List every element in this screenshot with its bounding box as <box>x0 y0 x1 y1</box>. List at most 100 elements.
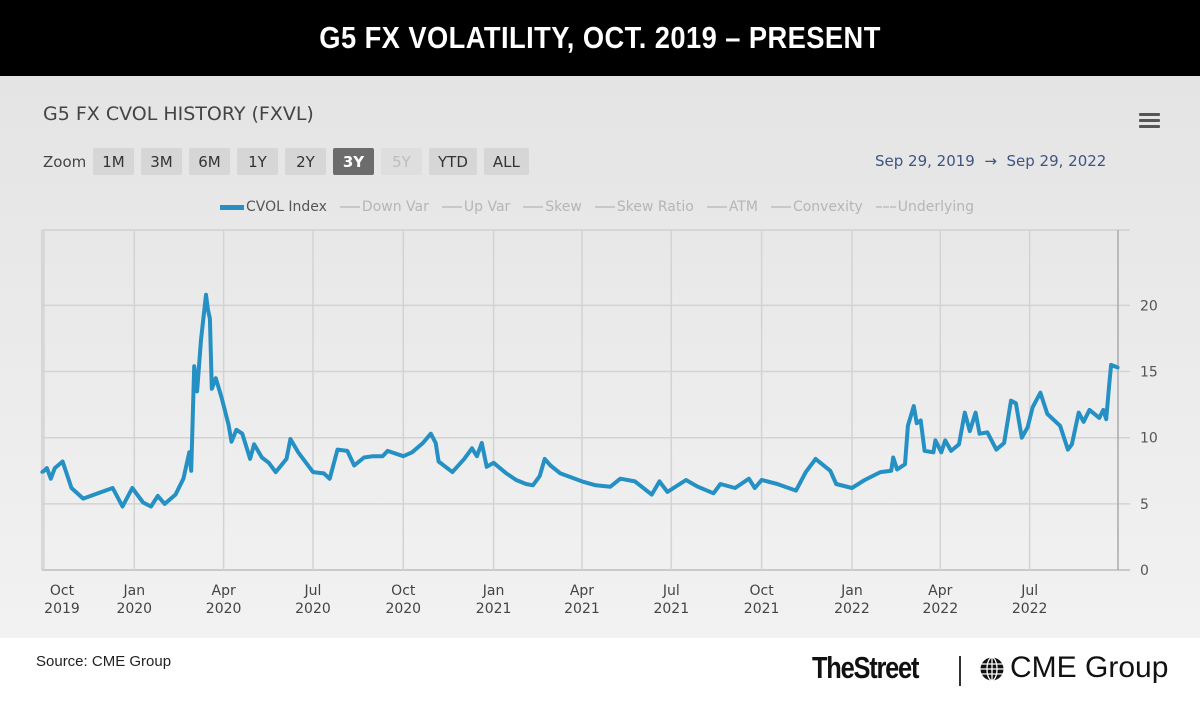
data-point <box>775 482 779 486</box>
data-point <box>328 477 332 481</box>
data-point <box>229 440 234 444</box>
data-point <box>163 502 167 506</box>
data-point <box>240 432 244 436</box>
x-tick-label-year: 2021 <box>476 601 512 617</box>
logo-divider <box>959 656 961 686</box>
data-point <box>267 461 271 465</box>
data-point <box>850 486 854 490</box>
data-point <box>696 485 700 489</box>
data-point <box>208 317 212 321</box>
range-to[interactable]: Sep 29, 2022 <box>1006 152 1107 170</box>
data-point <box>220 396 224 400</box>
zoom-button-1y[interactable]: 1Y <box>237 148 278 175</box>
data-point <box>111 486 115 490</box>
legend-item-skew[interactable]: Skew <box>523 199 582 215</box>
x-tick-label-month: Jul <box>662 583 680 599</box>
data-point <box>141 500 145 505</box>
data-point <box>462 457 466 461</box>
range-arrow-icon: → <box>984 152 997 170</box>
data-point <box>895 467 899 472</box>
zoom-button-2y[interactable]: 2Y <box>285 148 326 175</box>
data-point <box>181 477 185 481</box>
legend-swatch <box>706 206 727 208</box>
x-tick-label-year: 2021 <box>744 601 780 617</box>
data-point <box>543 457 547 461</box>
range-from[interactable]: Sep 29, 2019 <box>875 152 975 170</box>
data-point <box>1020 436 1024 440</box>
x-tick-label-year: 2022 <box>1012 601 1048 617</box>
x-tick-label-month: Oct <box>750 583 775 599</box>
data-point <box>889 469 893 473</box>
data-point <box>206 307 210 311</box>
legend-label: Up Var <box>463 199 511 215</box>
data-point <box>214 376 218 380</box>
legend-item-skew-ratio[interactable]: Skew Ratio <box>594 199 694 215</box>
x-tick-label-month: Jan <box>482 583 505 599</box>
data-point <box>274 470 278 474</box>
data-point <box>371 454 375 458</box>
zoom-button-5y: 5Y <box>381 148 422 175</box>
cvol-index-line <box>40 292 1119 509</box>
data-point <box>1038 391 1043 395</box>
legend-label: ATM <box>728 199 758 215</box>
legend-item-atm[interactable]: ATM <box>706 199 758 215</box>
legend-item-cvol-index[interactable]: CVOL Index <box>220 199 327 215</box>
legend-item-down-var[interactable]: Down Var <box>339 199 429 215</box>
data-point <box>531 483 535 487</box>
data-point <box>1077 410 1081 415</box>
data-point <box>828 469 832 473</box>
legend-swatch <box>441 206 462 208</box>
data-point <box>288 437 292 441</box>
chart-title: G5 FX CVOL HISTORY (FXVL) <box>43 103 314 125</box>
legend-item-convexity[interactable]: Convexity <box>770 199 863 215</box>
data-point <box>963 410 967 415</box>
zoom-button-1m[interactable]: 1M <box>93 148 134 175</box>
data-point <box>684 478 688 482</box>
data-point <box>49 477 53 481</box>
data-point <box>401 454 405 458</box>
y-tick-label: 5 <box>1140 497 1149 513</box>
data-point <box>804 470 808 474</box>
data-point <box>1116 365 1120 370</box>
data-point <box>863 478 867 482</box>
x-tick-label-year: 2022 <box>834 601 870 617</box>
x-tick-label-year: 2020 <box>206 601 242 617</box>
legend-item-up-var[interactable]: Up Var <box>441 199 511 215</box>
data-point <box>311 470 315 474</box>
data-point <box>906 424 910 428</box>
data-point <box>81 496 85 501</box>
zoom-label: Zoom <box>43 153 87 171</box>
data-point <box>524 482 528 486</box>
data-point <box>173 492 178 497</box>
x-tick-label-month: Apr <box>212 583 236 599</box>
zoom-button-6m[interactable]: 6M <box>189 148 230 175</box>
zoom-button-3y[interactable]: 3Y <box>333 148 374 175</box>
legend-label: Convexity <box>792 199 863 215</box>
data-point <box>633 479 637 483</box>
header-bar: G5 FX VOLATILITY, OCT. 2019 – PRESENT <box>0 0 1200 76</box>
data-point <box>594 483 598 487</box>
data-point <box>149 504 153 509</box>
zoom-button-3m[interactable]: 3M <box>141 148 182 175</box>
date-range[interactable]: Sep 29, 2019 → Sep 29, 2022 <box>875 152 1106 170</box>
data-point <box>429 432 433 436</box>
y-tick-label: 20 <box>1140 298 1158 314</box>
zoom-button-ytd[interactable]: YTD <box>429 148 477 175</box>
data-point <box>665 490 669 494</box>
hamburger-menu-icon[interactable] <box>1139 113 1160 131</box>
data-point <box>434 441 438 445</box>
data-point <box>187 450 191 454</box>
data-point <box>1104 417 1108 421</box>
data-point <box>42 469 46 473</box>
data-point <box>199 338 203 342</box>
zoom-button-all[interactable]: ALL <box>483 148 529 175</box>
data-point <box>156 494 160 498</box>
data-point <box>1101 408 1105 412</box>
data-point <box>450 470 454 474</box>
data-point <box>718 482 722 486</box>
data-point <box>985 430 990 435</box>
legend-item-underlying[interactable]: Underlying <box>875 199 974 215</box>
data-point <box>130 486 134 490</box>
data-point <box>120 504 125 509</box>
